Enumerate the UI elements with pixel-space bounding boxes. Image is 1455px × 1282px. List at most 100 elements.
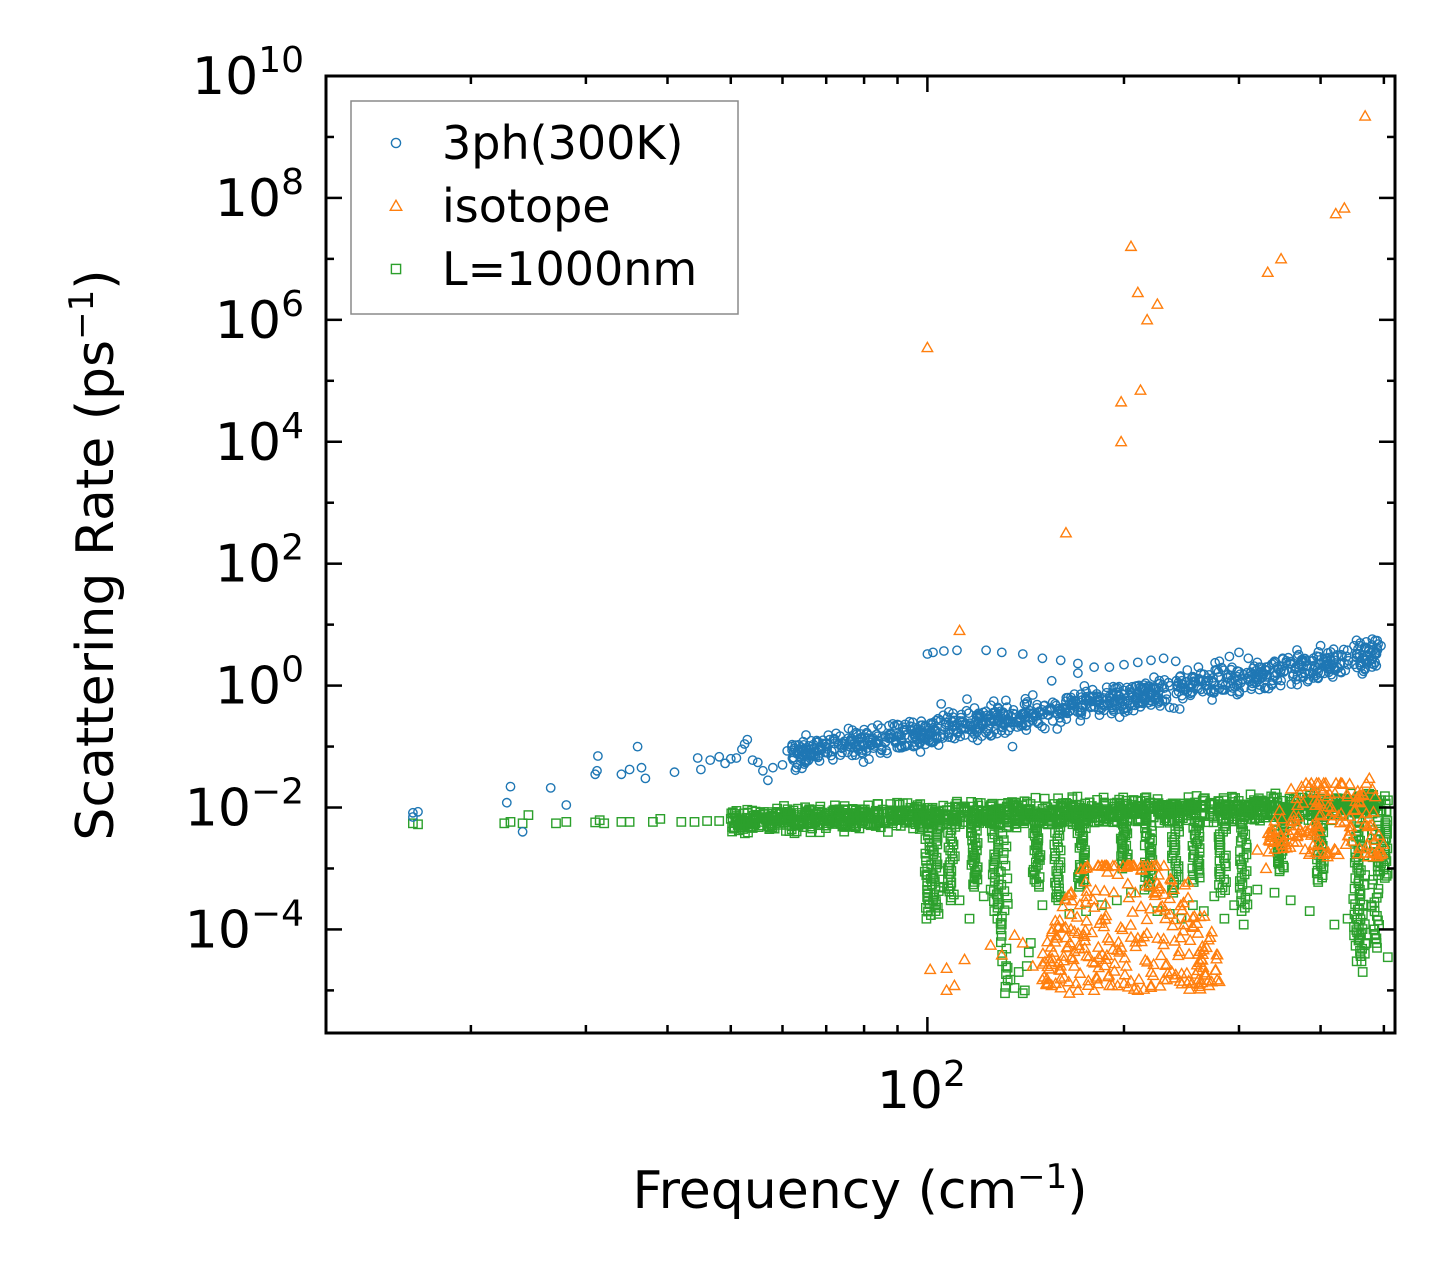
data-point — [1317, 847, 1331, 860]
data-point — [1033, 835, 1044, 846]
data-point — [996, 717, 1007, 728]
data-point — [922, 649, 933, 659]
data-point — [987, 805, 998, 816]
data-point — [1095, 859, 1109, 871]
data-point — [1080, 884, 1094, 896]
data-point — [864, 812, 875, 822]
data-point — [986, 826, 997, 836]
data-point — [1059, 920, 1072, 932]
data-point — [1316, 838, 1329, 850]
data-point — [996, 805, 1007, 816]
data-point — [1114, 681, 1125, 692]
data-point — [731, 753, 742, 763]
data-point — [545, 783, 556, 793]
data-point — [1181, 891, 1195, 903]
plot-frame — [324, 74, 1397, 1035]
data-point — [968, 879, 979, 890]
data-point — [1102, 978, 1116, 991]
data-point — [989, 849, 1000, 860]
data-point — [881, 731, 891, 742]
data-point — [1109, 699, 1120, 710]
data-point — [413, 806, 423, 817]
data-point — [1202, 978, 1216, 991]
data-point — [985, 884, 996, 895]
data-point — [517, 826, 528, 837]
data-point — [1045, 952, 1059, 964]
data-point — [1172, 944, 1186, 957]
data-point — [1363, 818, 1377, 831]
data-point — [844, 813, 855, 824]
data-point — [886, 808, 897, 818]
data-point — [1077, 929, 1091, 942]
data-point — [1381, 870, 1392, 881]
data-point — [1177, 679, 1187, 690]
data-point — [1197, 686, 1208, 697]
data-point — [1114, 920, 1128, 933]
data-point — [1137, 693, 1148, 704]
data-point — [1358, 842, 1372, 854]
data-point — [1097, 919, 1111, 932]
data-point — [1152, 882, 1166, 894]
data-point — [1132, 694, 1143, 704]
data-point — [1238, 806, 1249, 816]
data-point — [1090, 970, 1103, 982]
data-point — [505, 781, 516, 792]
data-point — [836, 819, 847, 829]
data-point — [1001, 715, 1012, 726]
data-point — [1002, 873, 1013, 884]
data-point — [1204, 670, 1215, 680]
data-point — [1306, 838, 1320, 851]
data-point — [655, 814, 666, 824]
data-point — [1351, 847, 1365, 859]
data-point — [811, 735, 822, 746]
data-point — [1116, 805, 1127, 815]
data-point — [413, 819, 423, 830]
data-point — [1352, 662, 1362, 673]
data-point — [1069, 701, 1080, 712]
data-point — [1352, 927, 1363, 938]
data-point — [1037, 900, 1048, 911]
data-point — [1357, 967, 1368, 977]
data-point — [1048, 935, 1062, 947]
data-point — [1098, 792, 1109, 803]
data-point — [758, 765, 768, 776]
data-point — [948, 889, 959, 900]
data-point — [1174, 931, 1187, 943]
data-point — [1188, 802, 1198, 812]
data-point — [1032, 847, 1042, 858]
legend-marker-triangle — [389, 198, 403, 212]
data-point — [930, 906, 941, 917]
data-point — [972, 862, 983, 873]
data-point — [1341, 829, 1355, 841]
data-point — [1173, 974, 1187, 986]
data-point — [1321, 790, 1335, 802]
data-point — [782, 807, 793, 817]
data-point — [738, 824, 749, 834]
data-point — [940, 961, 954, 973]
data-point — [1185, 690, 1196, 701]
data-point — [1000, 988, 1010, 999]
data-point — [1108, 956, 1122, 969]
data-point — [739, 808, 749, 819]
data-point — [1079, 875, 1093, 887]
data-point — [1313, 877, 1324, 887]
data-point — [725, 814, 736, 824]
data-point — [1202, 685, 1213, 695]
data-point — [1141, 792, 1152, 803]
data-point — [844, 736, 855, 747]
data-point — [1074, 825, 1085, 836]
data-point — [1219, 665, 1229, 676]
data-point — [1173, 861, 1184, 872]
data-point — [505, 817, 516, 827]
data-point — [920, 721, 931, 732]
data-point — [1238, 919, 1249, 930]
data-point — [1359, 806, 1373, 818]
data-point — [1036, 946, 1050, 959]
data-point — [804, 751, 815, 761]
data-point — [1336, 649, 1347, 660]
data-point — [996, 647, 1007, 658]
data-point — [1148, 888, 1162, 901]
data-point — [932, 839, 943, 850]
data-point — [1180, 910, 1194, 922]
data-point — [967, 855, 978, 865]
